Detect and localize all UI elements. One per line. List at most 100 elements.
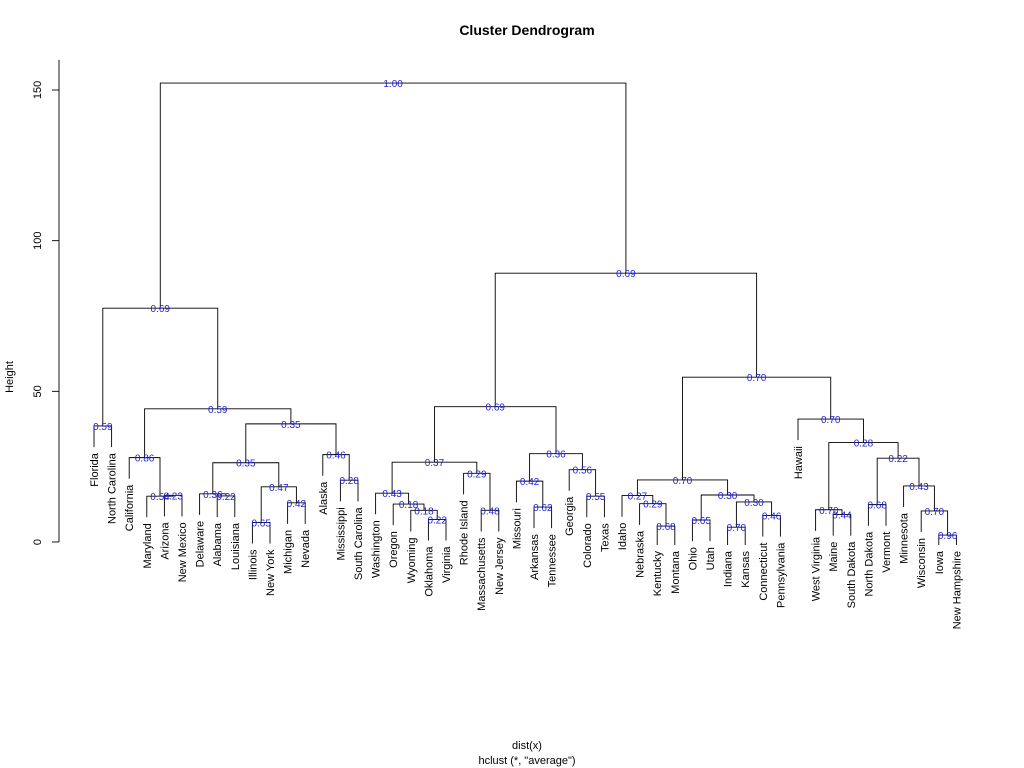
leaf-label-west-virginia: West Virginia: [811, 536, 823, 601]
leaf-label-vermont: Vermont: [881, 532, 893, 573]
node-label-m31: 0.27: [628, 492, 648, 503]
branch-m49: [159, 82, 627, 309]
node-label-m35: 0.30: [744, 498, 764, 509]
node-label-m33: 0.70: [727, 523, 747, 534]
leaf-label-pennsylvania: Pennsylvania: [775, 542, 787, 608]
leaf-label-louisiana: Louisiana: [230, 522, 242, 570]
branch-m22: [391, 461, 478, 494]
branch-m2: [163, 494, 183, 517]
node-label-m41: 0.96: [938, 531, 958, 542]
node-label-m47: 0.70: [747, 373, 767, 384]
y-axis-label: Height: [4, 361, 16, 393]
branch-m11: [339, 479, 359, 502]
x-axis-sublabel: hclust (*, "average"): [478, 755, 575, 767]
branch-m48: [494, 272, 758, 407]
node-label-m5: 0.22: [216, 492, 236, 503]
leaf-label-ohio: Ohio: [687, 547, 699, 570]
leaf-label-connecticut: Connecticut: [758, 543, 770, 601]
leaf-label-indiana: Indiana: [723, 550, 735, 587]
leaf-label-alabama: Alabama: [212, 522, 224, 566]
leaf-label-wyoming: Wyoming: [406, 537, 418, 583]
node-label-m19: 0.43: [382, 489, 402, 500]
node-label-m37: 0.70: [673, 476, 693, 487]
leaf-label-maine: Maine: [828, 542, 840, 572]
leaf-label-washington: Washington: [371, 520, 383, 578]
leaf-label-south-carolina: South Carolina: [353, 506, 365, 580]
leaf-label-virginia: Virginia: [441, 546, 453, 583]
node-label-m39: 0.70: [819, 506, 839, 517]
node-label-m18: 0.18: [399, 500, 419, 511]
leaf-labels: Florida North Carolina California Maryland A…: [89, 446, 963, 629]
branch-m6: [199, 493, 227, 515]
branch-m33: [727, 526, 746, 546]
leaf-label-illinois: Illinois: [247, 549, 259, 580]
node-label-m4: 0.86: [135, 454, 155, 465]
node-label-m13: 0.35: [281, 420, 301, 431]
node-label-m9: 0.47: [269, 483, 289, 494]
branch-m14: [144, 408, 292, 458]
leaf-label-colorado: Colorado: [582, 523, 594, 568]
y-tick-label-0: 0: [32, 539, 44, 545]
node-label-m22: 0.37: [425, 458, 445, 469]
leaf-label-north-dakota: North Dakota: [863, 531, 875, 597]
leaf-label-north-carolina: North Carolina: [107, 452, 119, 524]
node-label-m10: 0.35: [236, 459, 256, 470]
node-label-m46: 0.70: [821, 415, 841, 426]
node-label-m25: 0.55: [586, 492, 606, 503]
leaf-label-rhode-island: Rhode Island: [459, 500, 471, 565]
leaf-label-tennessee: Tennessee: [547, 534, 559, 587]
leaf-label-minnesota: Minnesota: [899, 512, 911, 564]
node-label-m44: 0.22: [888, 454, 908, 465]
node-label-m40: 0.68: [867, 501, 887, 512]
node-label-m38: 0.44: [832, 511, 852, 522]
leaf-label-new-york: New York: [265, 549, 277, 596]
node-label-m48: 0.69: [616, 269, 636, 280]
branch-m47: [682, 376, 832, 480]
leaf-label-michigan: Michigan: [283, 530, 295, 574]
node-label-m27: 0.36: [546, 450, 566, 461]
node-label-m36: 0.30: [718, 491, 738, 502]
node-label-m28: 0.69: [485, 403, 505, 414]
leaf-label-new-jersey: New Jersey: [494, 537, 506, 595]
node-label-m17: 0.18: [414, 506, 434, 517]
branch-m1: [93, 425, 113, 448]
leaf-label-texas: Texas: [599, 523, 611, 552]
leaf-label-hawaii: Hawaii: [793, 446, 805, 479]
node-label-m32: 0.65: [691, 516, 711, 527]
branch-m42: [920, 510, 949, 536]
branch-m15: [102, 307, 219, 426]
branch-m38: [832, 514, 852, 536]
node-label-m3: 0.54: [150, 492, 170, 503]
node-label-m7: 0.65: [251, 518, 271, 529]
branch-m30: [639, 503, 667, 527]
leaf-label-alaska: Alaska: [318, 481, 330, 515]
leaf-label-new-mexico: New Mexico: [177, 522, 189, 582]
y-tick-label-100: 100: [32, 231, 44, 249]
node-label-m21: 0.29: [467, 469, 487, 480]
leaf-label-wisconsin: Wisconsin: [916, 538, 928, 588]
leaf-label-mississippi: Mississippi: [335, 507, 347, 560]
node-label-m26: 0.56: [573, 466, 593, 477]
branch-m32: [691, 519, 711, 542]
node-label-m24: 0.42: [520, 477, 540, 488]
chart-title: Cluster Dendrogram: [459, 22, 594, 38]
node-label-m2: 0.23: [163, 491, 183, 502]
leaf-label-utah: Utah: [705, 547, 717, 570]
node-label-m15: 0.69: [151, 304, 171, 315]
node-label-m8: 0.42: [287, 499, 307, 510]
leaf-label-kentucky: Kentucky: [652, 551, 664, 597]
leaf-label-new-hampshire: New Hampshire: [951, 551, 963, 629]
node-label-m12: 0.46: [326, 451, 346, 462]
leaf-label-arizona: Arizona: [159, 522, 171, 560]
node-label-m29: 0.68: [656, 522, 676, 533]
node-label-m42: 0.70: [925, 507, 945, 518]
branch-m35: [735, 501, 773, 528]
dendrogram-branches: [93, 82, 957, 546]
node-label-m34: 0.46: [762, 511, 782, 522]
leaf-label-south-dakota: South Dakota: [846, 541, 858, 609]
leaf-label-idaho: Idaho: [617, 523, 629, 551]
branch-m4: [128, 457, 161, 497]
node-label-m16: 0.22: [427, 515, 447, 526]
x-axis-label: dist(x): [512, 740, 542, 752]
node-label-m14: 0.59: [208, 405, 228, 416]
